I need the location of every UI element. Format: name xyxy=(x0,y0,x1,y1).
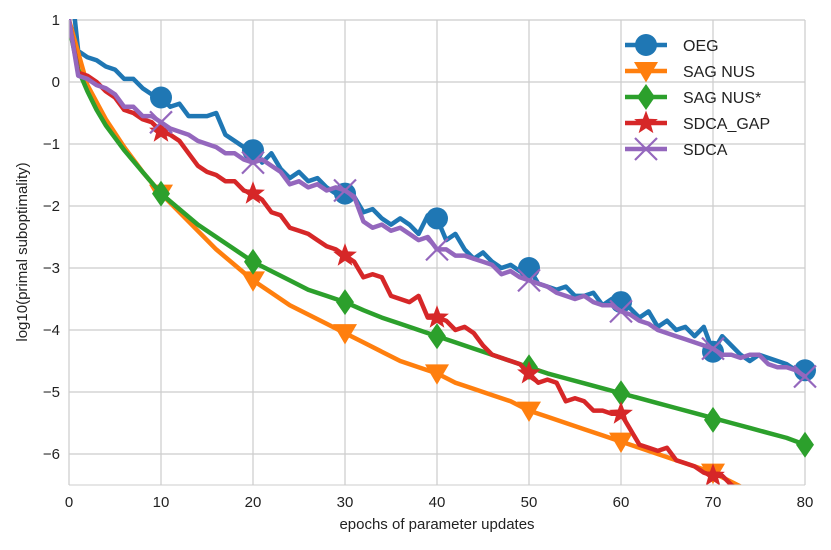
data-point-sdca xyxy=(609,299,633,324)
x-tick-label: 50 xyxy=(521,494,538,511)
series-sdca-gap xyxy=(69,19,736,485)
data-point-sdca xyxy=(333,178,357,203)
series-line-sag-nus xyxy=(69,23,808,447)
x-tick-label: 30 xyxy=(337,494,354,511)
axes xyxy=(68,20,805,486)
data-point-sag-nus xyxy=(244,248,262,275)
x-tick-label: 80 xyxy=(797,494,814,511)
legend-label-sdca-gap: SDCA_GAP xyxy=(683,116,770,133)
x-tick-label: 0 xyxy=(65,494,73,511)
data-point-sdca-gap xyxy=(241,181,265,204)
data-point-sag-nus xyxy=(333,324,357,345)
legend-entry-oeg: OEG xyxy=(625,34,719,56)
legend-label-sag-nus: SAG NUS* xyxy=(683,90,761,107)
legend-marker-sdca-gap xyxy=(634,110,658,134)
data-point-sdca xyxy=(149,110,173,135)
data-point-oeg xyxy=(794,359,816,382)
data-point-sag-nus xyxy=(704,406,722,433)
data-point-sdca xyxy=(425,237,449,262)
data-point-sdca-gap xyxy=(609,401,633,424)
x-tick-label: 10 xyxy=(153,494,170,511)
legend-marker-sag-nus xyxy=(637,84,655,110)
data-point-sdca-gap xyxy=(333,243,357,266)
data-point-sdca xyxy=(517,268,541,293)
series-layer xyxy=(69,19,817,485)
legend-entry-sag-nus: SAG NUS* xyxy=(625,84,761,110)
data-point-oeg xyxy=(150,86,172,109)
legend-label-sag-nus: SAG NUS xyxy=(683,64,755,81)
y-tick-label: −6 xyxy=(43,446,60,463)
y-tick-label: 1 xyxy=(52,12,60,29)
y-tick-label: −2 xyxy=(43,198,60,215)
data-point-sdca-gap xyxy=(701,463,725,485)
y-tick-label: 0 xyxy=(52,74,60,91)
legend-label-oeg: OEG xyxy=(683,38,719,55)
legend-entry-sag-nus: SAG NUS xyxy=(625,62,755,83)
y-tick-label: −1 xyxy=(43,136,60,153)
data-point-sag-nus xyxy=(152,180,170,207)
data-point-sag-nus xyxy=(425,364,449,385)
legend-marker-sag-nus xyxy=(634,62,658,83)
legend-label-sdca: SDCA xyxy=(683,142,728,159)
legend-entry-sdca: SDCA xyxy=(625,137,728,161)
data-point-sag-nus xyxy=(609,432,633,453)
x-tick-label: 20 xyxy=(245,494,262,511)
data-point-sag-nus xyxy=(241,271,265,292)
data-point-sdca xyxy=(793,364,817,389)
data-point-oeg xyxy=(426,207,448,230)
x-axis-label: epochs of parameter updates xyxy=(339,516,534,533)
y-tick-label: −4 xyxy=(43,322,60,339)
data-point-sdca-gap xyxy=(149,119,173,142)
legend-entry-sdca-gap: SDCA_GAP xyxy=(625,110,770,134)
series-line-sdca-gap xyxy=(69,19,736,485)
legend-marker-oeg xyxy=(635,34,657,56)
legend-marker-sdca xyxy=(634,137,658,161)
y-tick-label: −3 xyxy=(43,260,60,277)
x-tick-label: 70 xyxy=(705,494,722,511)
data-point-sdca-gap xyxy=(425,305,449,328)
series-line-sag-nus xyxy=(69,19,743,485)
data-point-sdca-gap xyxy=(517,360,541,384)
y-tick-label: −5 xyxy=(43,384,60,401)
y-axis-label: log10(primal suboptimality) xyxy=(14,162,31,341)
data-point-sag-nus xyxy=(517,401,541,422)
data-point-sag-nus xyxy=(796,431,814,458)
data-point-sag-nus xyxy=(336,289,354,316)
x-tick-label: 40 xyxy=(429,494,446,511)
data-point-sdca xyxy=(241,150,265,175)
data-point-sdca xyxy=(701,336,725,361)
x-tick-label: 60 xyxy=(613,494,630,511)
data-point-sag-nus xyxy=(612,380,630,407)
data-point-sag-nus xyxy=(428,323,446,350)
series-sag-nus xyxy=(69,23,814,458)
legend: OEG SAG NUS SAG NUS* SDCA_GAP SDCA xyxy=(625,34,770,161)
series-sdca xyxy=(69,19,817,389)
